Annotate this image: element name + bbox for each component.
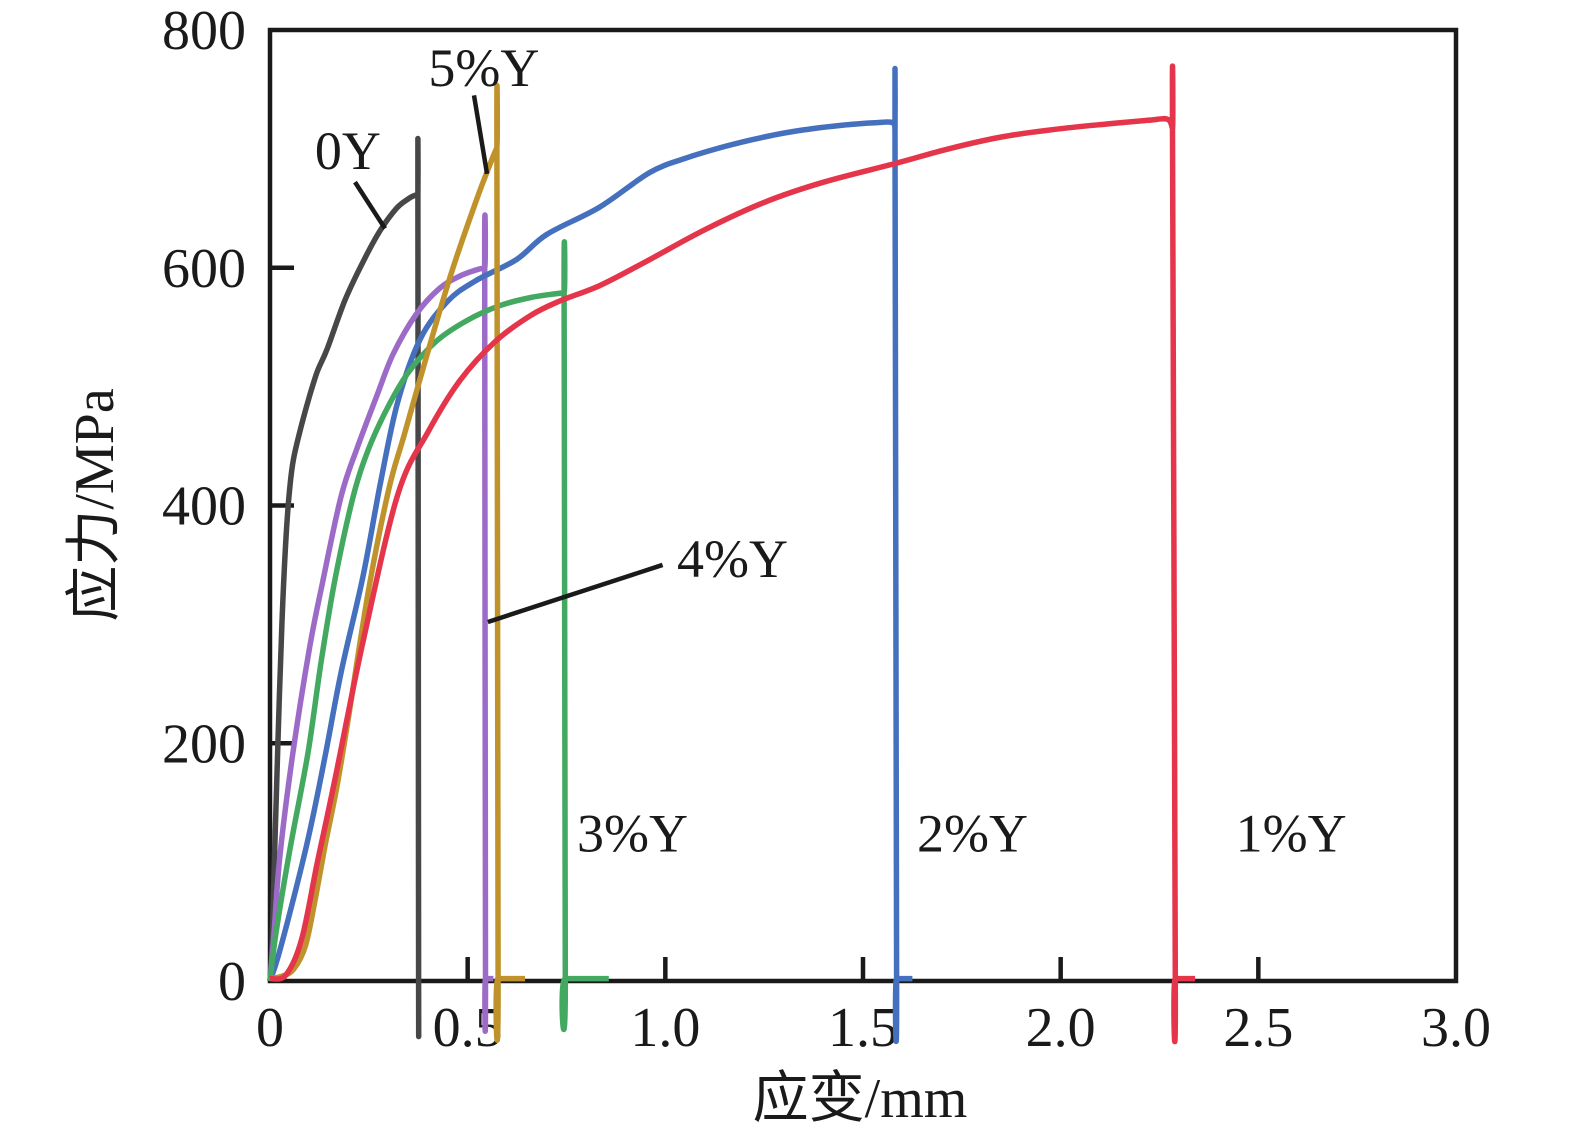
curve-5%Y <box>269 83 525 1043</box>
annotation-3%Y: 3%Y <box>577 803 688 863</box>
x-tick-label-0: 0 <box>256 997 284 1059</box>
x-axis-title: 应变/mm <box>753 1068 968 1130</box>
annotation-2%Y: 2%Y <box>917 803 1028 863</box>
annotation-1%Y: 1%Y <box>1236 803 1347 863</box>
y-tick-label-600: 600 <box>162 238 246 300</box>
y-axis-title: 应力/MPa <box>64 388 126 621</box>
y-tick-label-200: 200 <box>162 713 246 775</box>
leader-line-4%Y <box>487 562 664 625</box>
y-tick-label-800: 800 <box>162 0 246 62</box>
annotation-5%Y: 5%Y <box>428 38 539 98</box>
axis-ticks <box>270 265 1261 981</box>
series-annotations: 0Y 4%Y 2%Y 3%Y 5%Y 1%Y <box>315 38 1347 864</box>
x-tick-label-3.0: 3.0 <box>1421 997 1491 1059</box>
x-tick-label-0.5: 0.5 <box>433 997 503 1059</box>
curve-1%Y <box>269 63 1196 1045</box>
x-tick-label-2.0: 2.0 <box>1026 997 1096 1059</box>
curve-0Y <box>267 135 422 1040</box>
x-tick-label-1.0: 1.0 <box>630 997 700 1059</box>
axis-tick-labels: 0 0.5 1.0 1.5 2.0 2.5 3.0 0 200 400 600 800 <box>162 0 1491 1059</box>
y-tick-label-400: 400 <box>162 476 246 538</box>
x-tick-label-1.5: 1.5 <box>828 997 898 1059</box>
leader-line-0Y <box>353 180 387 230</box>
annotation-0Y: 0Y <box>315 121 381 181</box>
data-curves <box>267 63 1196 1045</box>
curve-3%Y <box>267 239 609 1032</box>
y-tick-label-0: 0 <box>218 951 246 1013</box>
leader-line-5%Y <box>471 95 490 175</box>
x-tick-label-2.5: 2.5 <box>1223 997 1293 1059</box>
curve-4%Y <box>267 212 494 1034</box>
annotation-4%Y: 4%Y <box>677 529 788 589</box>
curve-2%Y <box>267 65 913 1044</box>
